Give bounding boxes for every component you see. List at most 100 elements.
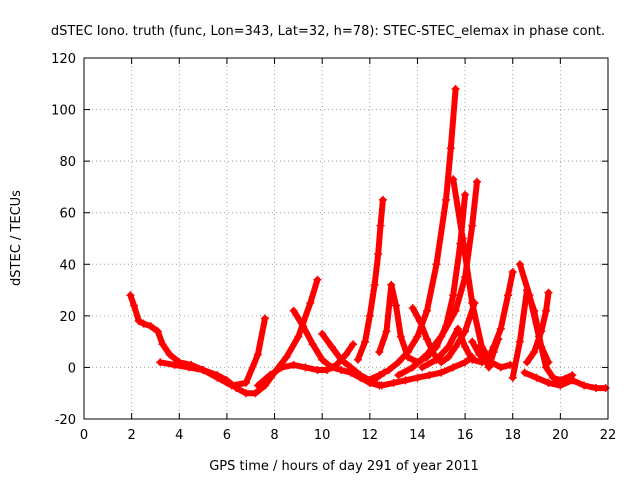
y-tick-label: 100	[51, 104, 76, 119]
data-point	[592, 384, 601, 393]
series-line	[354, 196, 386, 363]
data-series	[475, 335, 503, 372]
data-point	[337, 355, 346, 364]
data-point	[392, 301, 401, 310]
data-point	[449, 175, 458, 184]
series-line	[127, 292, 268, 389]
data-point	[425, 371, 434, 380]
chart-title: dSTEC Iono. truth (func, Lon=343, Lat=32…	[51, 24, 605, 39]
data-point	[461, 358, 470, 367]
data-point	[496, 324, 505, 333]
data-point	[139, 319, 148, 328]
data-point	[374, 249, 383, 258]
data-series	[363, 84, 460, 385]
y-tick-label: 60	[59, 207, 76, 222]
data-point	[494, 335, 503, 344]
data-point	[453, 324, 462, 333]
data-point	[313, 275, 322, 284]
data-point	[289, 306, 298, 315]
data-series	[353, 195, 387, 364]
data-point	[468, 355, 477, 364]
data-point	[308, 340, 317, 349]
data-point	[480, 353, 489, 362]
data-point	[415, 317, 424, 326]
data-point	[377, 381, 386, 390]
data-point	[422, 306, 431, 315]
data-series	[126, 291, 270, 390]
data-point	[375, 347, 384, 356]
data-point	[156, 358, 165, 367]
data-point	[489, 347, 498, 356]
data-point	[413, 332, 422, 341]
x-tick-label: 6	[223, 428, 231, 443]
data-series	[156, 275, 322, 398]
data-point	[353, 355, 362, 364]
data-point	[430, 350, 439, 359]
data-point	[337, 366, 346, 375]
data-point	[523, 358, 532, 367]
data-point	[301, 363, 310, 372]
data-point	[468, 337, 477, 346]
data-point	[549, 373, 558, 382]
data-point	[458, 234, 467, 243]
data-point	[580, 381, 589, 390]
data-point	[418, 363, 427, 372]
data-point	[568, 376, 577, 385]
data-point	[378, 195, 387, 204]
data-point	[318, 355, 327, 364]
data-point	[384, 366, 393, 375]
data-point	[503, 291, 512, 300]
data-point	[289, 360, 298, 369]
x-tick-label: 4	[175, 428, 183, 443]
y-tick-label: 0	[68, 361, 76, 376]
axes: 0 2 4 6 8 10 12 14 16 18 20 22 -20 0 20 40 60 80 100 120	[51, 52, 616, 443]
data-point	[146, 322, 155, 331]
x-tick-label: 18	[504, 428, 521, 443]
data-point	[475, 342, 484, 351]
x-tick-label: 20	[552, 428, 569, 443]
data-series	[523, 288, 553, 367]
data-point	[199, 366, 208, 375]
data-point	[396, 332, 405, 341]
data-point	[449, 291, 458, 300]
data-point	[241, 378, 250, 387]
data-point	[544, 288, 553, 297]
data-point	[468, 221, 477, 230]
data-point	[282, 353, 291, 362]
x-tick-label: 12	[362, 428, 379, 443]
data-point	[461, 342, 470, 351]
data-point	[389, 378, 398, 387]
data-point	[449, 363, 458, 372]
data-point	[422, 335, 431, 344]
data-point	[444, 342, 453, 351]
data-point	[261, 314, 270, 323]
data-point	[232, 384, 241, 393]
data-point	[451, 84, 460, 93]
data-point	[375, 371, 384, 380]
data-series	[520, 368, 610, 393]
data-point	[542, 306, 551, 315]
data-point	[394, 358, 403, 367]
data-point	[213, 371, 222, 380]
data-point	[327, 363, 336, 372]
data-point	[299, 322, 308, 331]
data-point	[525, 291, 534, 300]
data-point	[265, 371, 274, 380]
data-point	[401, 376, 410, 385]
y-tick-label: 40	[59, 258, 76, 273]
data-point	[387, 280, 396, 289]
data-series	[515, 260, 577, 385]
data-point	[520, 368, 529, 377]
data-point	[432, 260, 441, 269]
y-axis-label: dSTEC / TECUs	[9, 190, 24, 286]
x-tick-label: 2	[127, 428, 135, 443]
data-point	[165, 350, 174, 359]
data-point	[530, 347, 539, 356]
data-point	[515, 260, 524, 269]
data-point	[473, 177, 481, 186]
data-point	[170, 360, 179, 369]
x-tick-label: 14	[409, 428, 426, 443]
data-point	[542, 363, 551, 372]
data-point	[444, 353, 453, 362]
